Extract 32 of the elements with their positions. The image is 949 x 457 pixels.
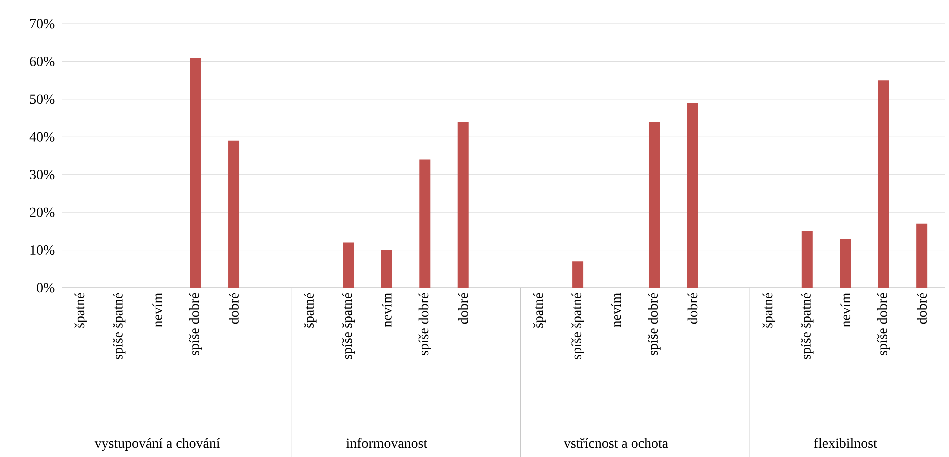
x-tick-label: spíše špatné (342, 293, 356, 360)
x-tick-label: dobré (917, 293, 927, 324)
y-tick-label: 40% (30, 132, 55, 142)
text: flexibilnost (814, 438, 878, 448)
text: vstřícnost a ochota (564, 438, 668, 448)
text: informovanost (346, 438, 428, 448)
x-tick-label: spíše špatné (572, 293, 584, 360)
x-tick-label: nevím (611, 293, 622, 328)
x-tick-label: spíše špatné (801, 293, 814, 360)
x-tick-label: spíše dobré (418, 293, 432, 356)
y-tick-label: 20% (30, 208, 55, 218)
y-tick-label: 30% (30, 170, 55, 180)
y-tick-label: 60% (30, 56, 55, 66)
y-tick-label: 10% (30, 246, 55, 256)
x-tick-label: spíše dobré (648, 293, 661, 356)
x-tick-label: nevím (152, 293, 162, 328)
x-tick-label: špatné (533, 293, 546, 328)
x-tick-label: spíše dobré (878, 293, 890, 356)
y-tick-label: 0% (37, 283, 55, 293)
x-tick-label: nevím (840, 293, 851, 328)
x-tick-label: špatné (304, 293, 317, 328)
y-tick-label: 70% (30, 19, 55, 29)
x-tick-label: dobré (458, 293, 468, 324)
x-tick-label: spíše špatné (113, 293, 126, 360)
x-tick-label: spíše dobré (189, 293, 202, 356)
x-tick-label: nevím (382, 293, 392, 328)
x-tick-label: špatné (762, 293, 776, 328)
x-tick-label: dobré (688, 293, 698, 324)
x-tick-label: dobré (229, 293, 239, 324)
text: vystupování a chování (94, 438, 220, 452)
y-tick-label: 50% (30, 94, 55, 104)
x-tick-label: špatné (74, 293, 88, 328)
